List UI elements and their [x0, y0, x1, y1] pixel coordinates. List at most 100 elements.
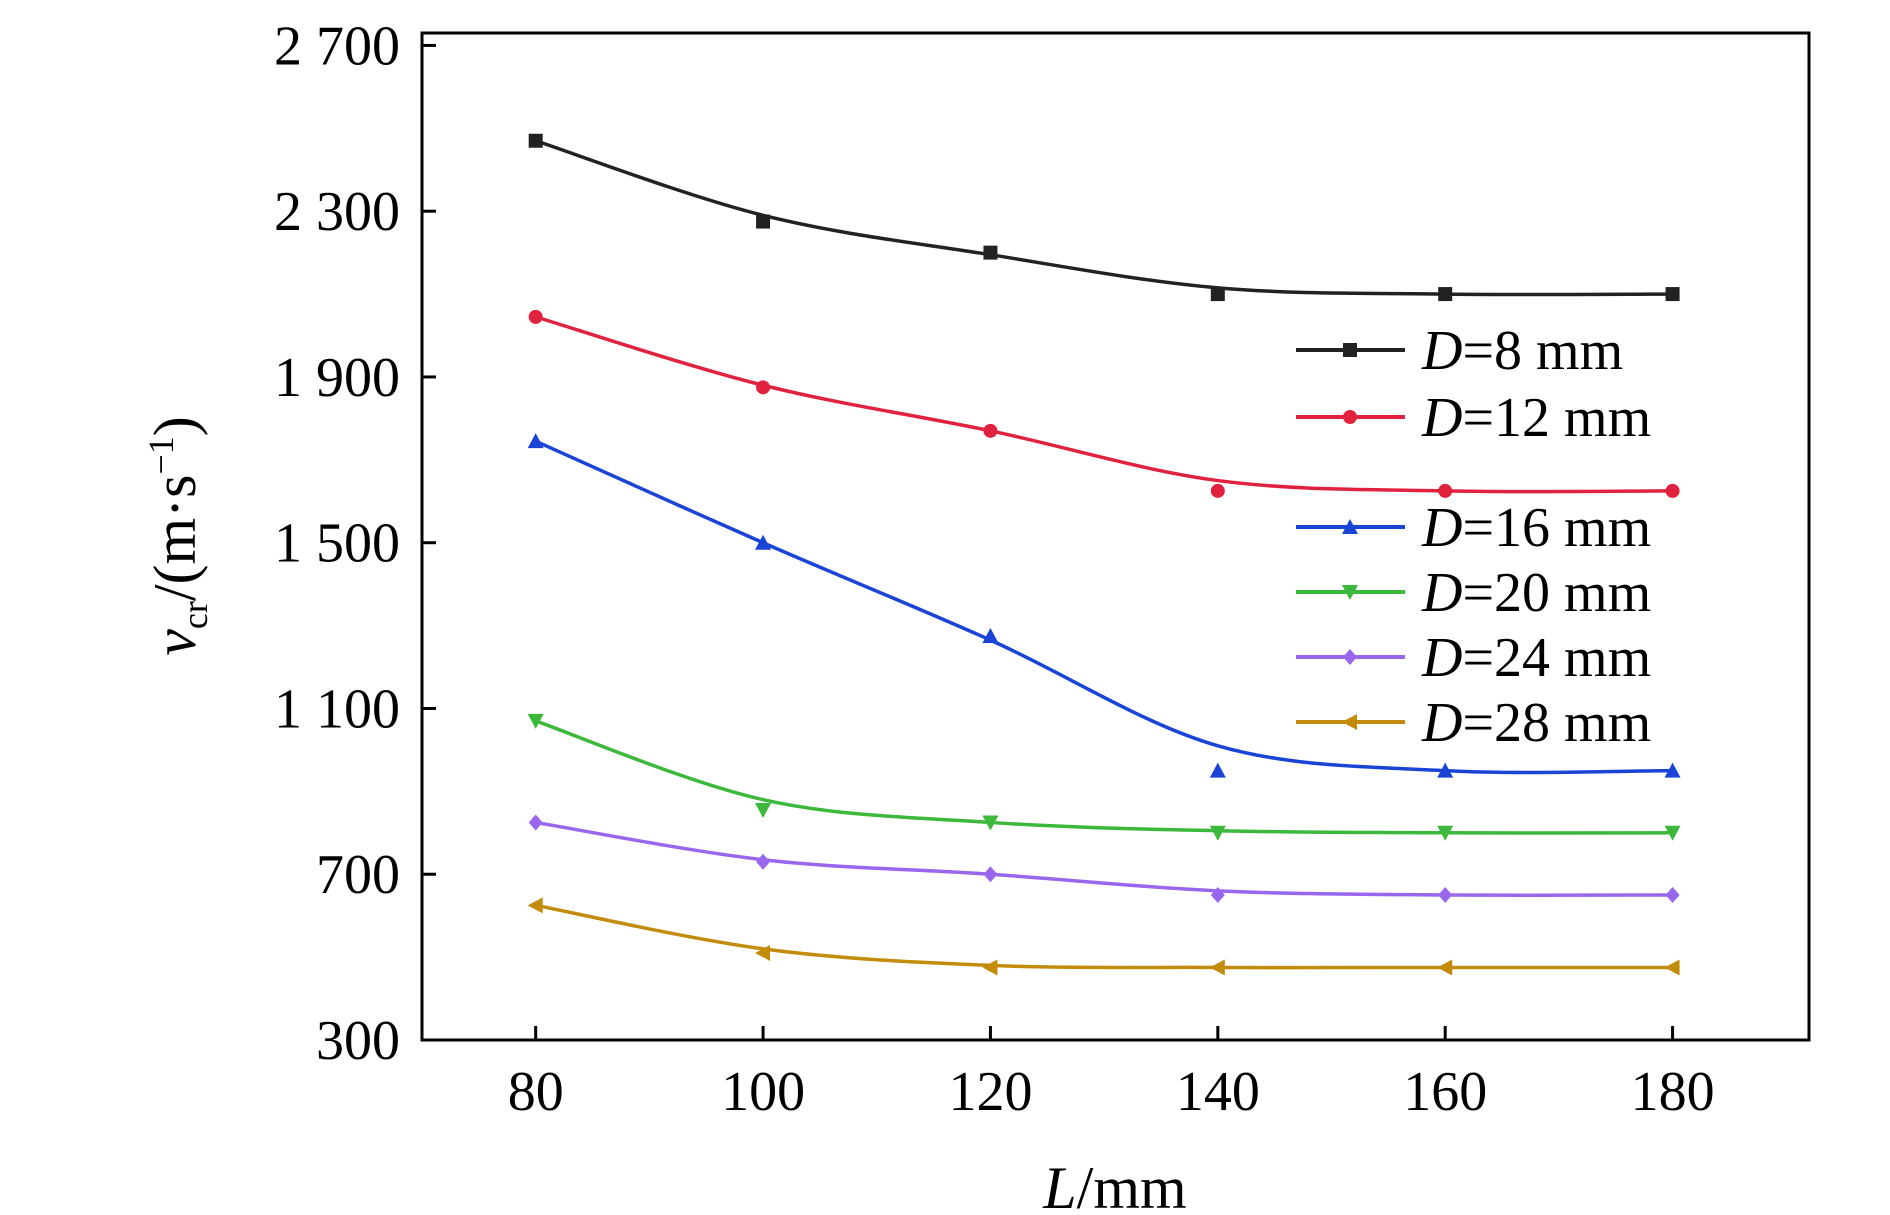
legend-label-value: =8 mm	[1462, 320, 1623, 382]
legend-entry: D=20 mm	[1296, 562, 1651, 624]
data-point	[1665, 483, 1680, 498]
data-point	[528, 133, 543, 148]
legend-entry: D=28 mm	[1296, 692, 1651, 754]
series-4	[527, 713, 1681, 841]
y-tick-label: 300	[316, 1010, 400, 1072]
legend-label-variable: D	[1421, 692, 1462, 754]
y-tick-label: 1 500	[274, 513, 400, 575]
legend-entry: D=8 mm	[1296, 320, 1623, 382]
y-tick-label: 2 300	[274, 181, 400, 243]
data-point	[528, 814, 543, 831]
data-point	[1438, 483, 1453, 498]
legend-label-value: =12 mm	[1462, 387, 1651, 449]
legend-marker	[1342, 714, 1357, 730]
legend-label-variable: D	[1421, 387, 1462, 449]
data-point	[1438, 886, 1453, 903]
x-tick-label: 140	[1176, 1061, 1260, 1123]
legend-label: D=12 mm	[1421, 387, 1651, 449]
legend-entry: D=12 mm	[1296, 387, 1651, 449]
series-1	[528, 133, 1680, 302]
data-point	[983, 866, 998, 883]
plot-frame	[420, 31, 1811, 1042]
data-point	[1209, 762, 1226, 778]
legend-entry: D=16 mm	[1296, 497, 1651, 559]
legend-label: D=8 mm	[1421, 320, 1623, 382]
x-tick-label: 160	[1403, 1061, 1487, 1123]
y-axis-title: vcr/(m·s−1)	[141, 416, 215, 656]
y-axis: 300 700 1 100 1 500 1 900 2 300 2 700	[274, 15, 436, 1072]
data-point	[983, 423, 998, 438]
legend-label: D=16 mm	[1421, 497, 1651, 559]
data-point	[756, 214, 771, 229]
data-point	[528, 309, 543, 324]
data-point	[755, 803, 772, 819]
data-point	[1665, 886, 1680, 903]
legend-label: D=20 mm	[1421, 562, 1651, 624]
legend-label-variable: D	[1421, 627, 1462, 689]
data-point	[1210, 483, 1225, 498]
series-line	[535, 315, 1673, 494]
x-tick-label: 180	[1631, 1061, 1715, 1123]
data-point	[1665, 287, 1680, 302]
data-point	[1664, 825, 1681, 841]
x-tick-label: 80	[508, 1061, 564, 1123]
series-layer	[527, 133, 1681, 976]
legend-label: D=24 mm	[1421, 627, 1651, 689]
legend-label-variable: D	[1421, 497, 1462, 559]
y-tick-label: 700	[316, 844, 400, 906]
series-6	[527, 897, 1680, 976]
data-point	[527, 713, 544, 729]
data-point	[982, 627, 999, 643]
data-point	[982, 815, 999, 831]
data-point	[1437, 959, 1453, 976]
legend-label-value: =20 mm	[1462, 562, 1651, 624]
data-point	[1664, 762, 1681, 778]
y-axis-unit: /(m·s	[142, 475, 208, 602]
legend-marker	[1343, 410, 1357, 424]
y-tick-label: 2 700	[274, 15, 400, 77]
series-line	[534, 439, 1673, 775]
series-2	[528, 309, 1680, 498]
data-point	[756, 380, 771, 395]
data-point	[982, 959, 998, 976]
data-point	[1438, 287, 1453, 302]
y-axis-subscript: cr	[175, 601, 215, 629]
legend: D=8 mmD=12 mmD=16 mmD=20 mmD=24 mmD=28 m…	[1296, 320, 1651, 754]
legend-marker	[1343, 649, 1357, 665]
x-tick-label: 120	[948, 1061, 1032, 1123]
data-point	[1437, 825, 1454, 841]
data-point	[755, 534, 772, 550]
legend-marker	[1343, 343, 1357, 357]
data-point	[756, 853, 771, 870]
x-axis-unit: /mm	[1077, 1155, 1187, 1215]
data-point	[1210, 886, 1225, 903]
y-axis-close: )	[142, 416, 208, 436]
data-point	[983, 245, 998, 260]
x-tick-label: 100	[721, 1061, 805, 1123]
legend-label-variable: D	[1421, 320, 1462, 382]
x-axis: 80 100 120 140 160 180	[508, 1026, 1715, 1123]
data-point	[527, 897, 543, 914]
data-point	[755, 944, 771, 961]
data-point	[1209, 959, 1225, 976]
legend-label-value: =28 mm	[1462, 692, 1651, 754]
data-point	[1664, 959, 1680, 976]
x-axis-title: L/mm	[1042, 1155, 1186, 1215]
legend-label-variable: D	[1421, 562, 1462, 624]
series-line	[535, 139, 1673, 297]
series-line	[535, 719, 1673, 835]
legend-label-value: =24 mm	[1462, 627, 1651, 689]
legend-marker	[1342, 585, 1358, 600]
legend-label-value: =16 mm	[1462, 497, 1651, 559]
series-line	[535, 820, 1673, 898]
y-tick-label: 1 900	[274, 347, 400, 409]
legend-marker	[1342, 519, 1358, 534]
y-tick-label: 1 100	[274, 678, 400, 740]
y-axis-variable: v	[142, 629, 208, 656]
x-axis-variable: L	[1042, 1155, 1076, 1215]
data-point	[527, 433, 544, 449]
legend-entry: D=24 mm	[1296, 627, 1651, 689]
y-axis-superscript: −1	[141, 436, 181, 474]
